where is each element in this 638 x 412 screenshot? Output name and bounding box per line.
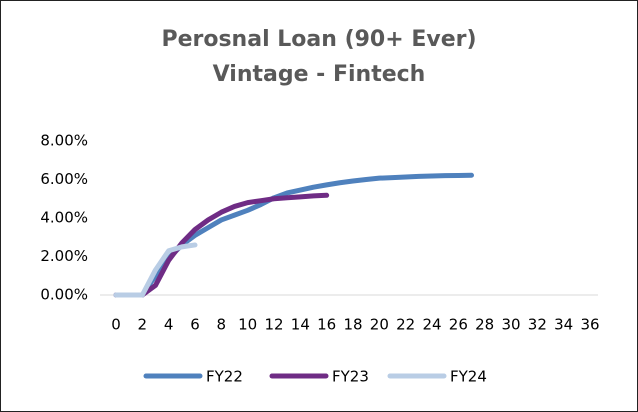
x-tick-label: 4 xyxy=(164,316,174,334)
series-line xyxy=(113,242,198,298)
y-tick-label: 4.00% xyxy=(40,209,88,227)
x-tick-label: 0 xyxy=(111,316,121,334)
chart-title: Perosnal Loan (90+ Ever) xyxy=(161,27,476,52)
x-tick-label: 32 xyxy=(528,316,547,334)
x-tick-label: 18 xyxy=(343,316,362,334)
x-tick-label: 14 xyxy=(291,316,310,334)
x-tick-label: 6 xyxy=(190,316,200,334)
x-tick-label: 10 xyxy=(238,316,257,334)
y-tick-label: 0.00% xyxy=(40,286,88,304)
x-tick-label: 28 xyxy=(475,316,494,334)
x-tick-label: 12 xyxy=(264,316,283,334)
x-tick-label: 36 xyxy=(580,316,599,334)
x-tick-label: 22 xyxy=(396,316,415,334)
x-tick-label: 24 xyxy=(422,316,441,334)
x-tick-label: 2 xyxy=(138,316,148,334)
x-tick-label: 34 xyxy=(554,316,573,334)
y-tick-label: 6.00% xyxy=(40,170,88,188)
legend-label: FY22 xyxy=(206,368,243,386)
legend-label: FY24 xyxy=(450,368,487,386)
x-tick-label: 8 xyxy=(217,316,227,334)
chart-title: Vintage - Fintech xyxy=(213,62,426,87)
y-tick-label: 2.00% xyxy=(40,247,88,265)
x-tick-label: 16 xyxy=(317,316,336,334)
x-tick-label: 20 xyxy=(370,316,389,334)
legend-label: FY23 xyxy=(332,368,369,386)
x-tick-label: 30 xyxy=(501,316,520,334)
x-tick-label: 26 xyxy=(449,316,468,334)
series-line xyxy=(113,192,330,298)
y-tick-label: 8.00% xyxy=(40,132,88,150)
